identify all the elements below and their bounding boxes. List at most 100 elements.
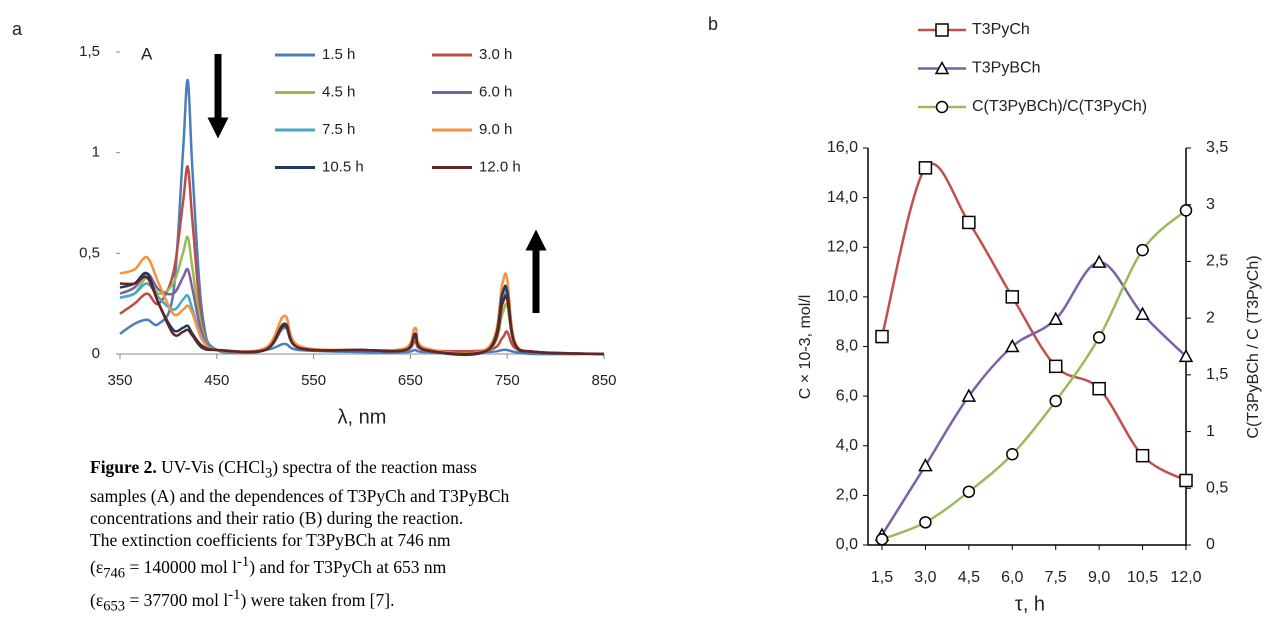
- marker-square: [918, 161, 933, 175]
- legend-label: T3PyCh: [972, 21, 1030, 38]
- legend-label: 1.5 h: [322, 46, 355, 63]
- marker-triangle: [1178, 348, 1194, 363]
- y-tick-label: 0: [92, 345, 100, 362]
- spectrum-line: [119, 255, 605, 356]
- marker-square: [935, 23, 949, 37]
- marker-circle: [935, 100, 949, 114]
- series-line: [880, 162, 1187, 482]
- marker-circle: [1136, 243, 1149, 257]
- caption-line: Figure 2. UV-Vis (CHCl3) spectra of the …: [90, 456, 610, 485]
- y-tick-label: 1: [92, 144, 100, 161]
- legend-label: 9.0 h: [479, 121, 512, 138]
- y-tick-label: 0,5: [79, 244, 100, 261]
- y2-tick-label: 3,5: [1206, 139, 1228, 156]
- caption-superscript: -1: [237, 553, 250, 570]
- y-tick-label: 6,0: [836, 387, 858, 404]
- caption-text: ) and for T3PyCh at 653 nm: [249, 556, 447, 577]
- panel-label: b: [708, 14, 718, 34]
- caption-text: = 140000 mol l: [125, 556, 238, 577]
- marker-square: [1005, 290, 1020, 304]
- marker-triangle: [1048, 311, 1063, 325]
- x-tick-label: 7,5: [1045, 569, 1067, 586]
- caption-text: (ε: [90, 589, 104, 610]
- x-tick-label: 450: [204, 372, 229, 389]
- marker-square: [1048, 359, 1063, 374]
- legend-label: 4.5 h: [322, 83, 355, 100]
- x-axis-label: τ, h: [1015, 593, 1045, 615]
- caption-subscript: 653: [103, 598, 126, 615]
- caption-superscript: -1: [228, 586, 241, 603]
- y2-tick-label: 1,5: [1206, 366, 1228, 383]
- marker-circle: [1049, 394, 1062, 408]
- legend-label: 12.0 h: [479, 158, 521, 175]
- legend-label: T3PyBCh: [972, 60, 1040, 77]
- y-tick-label: 8,0: [836, 338, 858, 355]
- spectrum-line: [119, 271, 605, 356]
- spectrum-line: [119, 78, 605, 356]
- caption-line: The extinction coefficients for T3PyBCh …: [90, 529, 451, 550]
- legend-label: 6.0 h: [479, 83, 512, 100]
- marker-triangle: [934, 60, 950, 75]
- y-tick-label: 10,0: [827, 288, 858, 305]
- y-axis-label: C × 10-3, mol/l: [797, 295, 814, 399]
- x-tick-label: 4,5: [958, 569, 980, 586]
- marker-circle: [1179, 204, 1193, 217]
- x-tick-label: 12,0: [1170, 569, 1201, 586]
- y2-tick-label: 0,5: [1206, 480, 1228, 497]
- caption-subscript: 746: [103, 564, 126, 581]
- legend-label: 10.5 h: [322, 158, 364, 175]
- caption-label: Figure 2.: [90, 457, 157, 477]
- spectrum-line: [119, 275, 605, 356]
- y2-tick-label: 3: [1206, 196, 1215, 213]
- x-tick-label: 10,5: [1127, 569, 1158, 586]
- caption-text: ) were taken from [7].: [240, 589, 395, 610]
- spectrum-line: [119, 165, 605, 356]
- y-tick-label: 4,0: [836, 437, 858, 454]
- caption-text: UV-Vis (CHCl: [156, 457, 265, 477]
- marker-square: [1135, 448, 1150, 463]
- series-line: [880, 260, 1187, 536]
- caption: Figure 2. UV-Vis (CHCl3) spectra of the …: [90, 456, 610, 617]
- marker-triangle: [961, 388, 977, 402]
- x-tick-label: 9,0: [1088, 569, 1110, 586]
- caption-line: concentrations and their ratio (B) durin…: [90, 507, 464, 528]
- y2-tick-label: 2: [1206, 309, 1215, 326]
- x-tick-label: 3,0: [914, 569, 936, 586]
- y2-tick-label: 0: [1206, 536, 1215, 553]
- legend-label: 3.0 h: [479, 46, 512, 63]
- caption-subscript: 3: [264, 465, 273, 482]
- x-tick-label: 350: [107, 372, 132, 389]
- y-tick-label: 16,0: [827, 139, 858, 156]
- x-axis-label: λ, nm: [338, 406, 387, 428]
- caption-line: (ε746 = 140000 mol l-1) and for T3PyCh a…: [90, 551, 610, 584]
- y-tick-label: 12,0: [827, 238, 858, 255]
- marker-circle: [962, 485, 976, 498]
- marker-square: [1092, 381, 1106, 396]
- y-tick-label: 14,0: [827, 189, 858, 206]
- caption-text: (ε: [90, 556, 104, 577]
- caption-text: ) spectra of the reaction mass: [272, 457, 477, 477]
- caption-line: samples (A) and the dependences of T3PyC…: [90, 485, 510, 506]
- y2-axis-label: C(T3PyBCh / C (T3PyCh): [1245, 255, 1262, 438]
- x-tick-label: 750: [495, 372, 520, 389]
- marker-square: [962, 215, 976, 230]
- legend-label: 7.5 h: [322, 121, 355, 138]
- marker-square: [875, 329, 889, 344]
- panel-label: a: [12, 19, 23, 39]
- y-tick-label: 0,0: [836, 536, 858, 553]
- marker-circle: [919, 516, 932, 529]
- marker-square: [1179, 473, 1193, 488]
- marker-triangle: [1135, 306, 1150, 320]
- y2-tick-label: 1: [1206, 423, 1215, 440]
- caption-line: (ε653 = 37700 mol l-1) were taken from […: [90, 584, 610, 617]
- marker-triangle: [1005, 338, 1020, 353]
- series-line: [881, 209, 1187, 541]
- marker-circle: [875, 533, 889, 546]
- marker-triangle: [918, 458, 933, 472]
- y-tick-label: 1,5: [79, 43, 100, 60]
- x-tick-label: 1,5: [871, 569, 893, 586]
- caption-text: = 37700 mol l: [125, 589, 229, 610]
- legend-label: C(T3PyBCh)/C(T3PyCh): [972, 98, 1147, 115]
